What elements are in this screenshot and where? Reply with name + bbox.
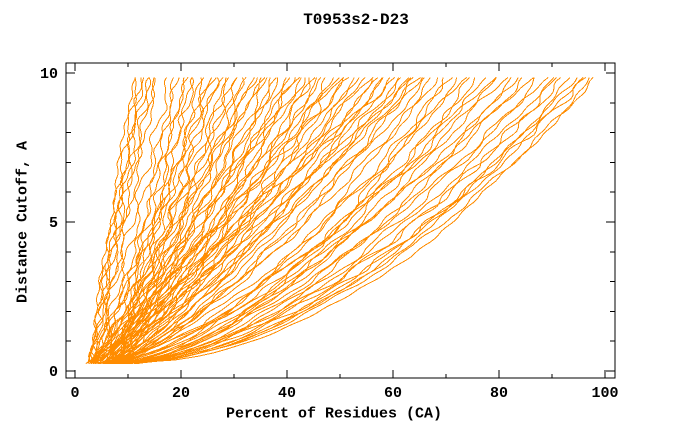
model-curve [100,77,422,365]
x-tick-label: 0 [70,385,79,402]
model-curve [105,77,425,365]
model-curve [126,77,444,365]
model-curve [97,77,402,365]
model-curve [88,77,145,364]
model-curve [97,77,396,364]
model-curve [124,77,584,365]
y-tick-label: 5 [49,215,58,232]
chart-title: T0953s2-D23 [303,11,409,29]
model-curves [85,77,594,365]
model-curve [92,77,189,364]
y-tick-label: 10 [40,66,58,83]
model-curve [112,77,549,365]
model-curve [89,77,217,364]
x-tick-label: 60 [384,385,402,402]
axis-ticks [66,63,615,378]
model-curve [121,77,512,365]
model-curve [105,77,509,365]
y-tick-label: 0 [49,364,58,381]
model-curve [103,77,344,365]
model-curve [90,77,150,364]
model-curve [95,77,350,364]
model-curve [114,77,423,365]
x-tick-label: 100 [591,385,618,402]
model-curve [127,77,555,365]
model-curve [94,77,279,364]
model-curve [90,77,271,365]
model-curve [108,77,467,365]
model-curve [127,77,562,365]
model-curve [92,77,152,364]
x-axis-label: Percent of Residues (CA) [225,405,443,423]
model-curve [126,77,523,365]
model-curve [93,77,301,364]
model-curve [91,77,180,364]
model-curve [98,77,374,364]
x-tick-label: 20 [172,385,190,402]
model-curve [92,77,143,364]
model-curve [106,77,534,365]
model-curve [93,77,156,364]
model-curve [118,77,571,365]
model-curve [110,77,414,365]
model-curve [103,77,438,365]
model-curve [109,77,557,365]
model-curve [109,77,519,365]
model-curve [99,77,238,364]
model-curve [129,77,594,365]
model-curve [111,77,410,365]
model-curve [91,77,344,364]
model-curve [109,77,399,365]
model-curve [124,77,458,365]
model-curve [119,77,340,365]
model-curve [89,77,258,364]
y-tick-labels: 0 5 10 [40,66,58,381]
model-curve [85,77,384,365]
model-curve [136,77,586,365]
model-curve [108,77,454,365]
model-curve [97,77,266,364]
model-curve [121,77,590,365]
x-tick-label: 80 [490,385,508,402]
model-curve [106,77,373,365]
model-curve [99,77,412,365]
model-curve [100,77,247,365]
model-curve [94,77,306,365]
model-curve [95,77,316,364]
x-tick-labels: 0 20 40 60 80 100 [70,385,618,402]
model-curve [116,77,470,365]
x-tick-label: 40 [278,385,296,402]
model-curve [122,77,535,365]
model-curve [133,77,578,365]
model-curve [93,77,224,364]
model-curve [102,77,391,365]
model-curve [105,77,262,365]
model-curve [99,77,334,365]
